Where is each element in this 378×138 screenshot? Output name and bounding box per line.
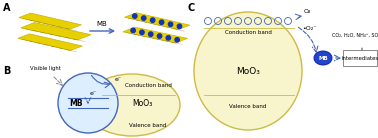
Text: Conduction band: Conduction band	[225, 30, 271, 35]
Circle shape	[160, 20, 164, 24]
Circle shape	[177, 24, 182, 29]
Text: e⁻: e⁻	[115, 77, 122, 82]
Text: MB: MB	[318, 55, 328, 60]
Text: e⁻: e⁻	[90, 91, 97, 96]
Circle shape	[58, 73, 118, 133]
Text: A: A	[3, 3, 11, 13]
Text: CO₂, H₂O, NH₄⁺, SO₄²⁻: CO₂, H₂O, NH₄⁺, SO₄²⁻	[332, 33, 378, 38]
Circle shape	[133, 14, 137, 18]
Polygon shape	[18, 34, 82, 51]
Circle shape	[150, 18, 155, 22]
Text: B: B	[3, 66, 10, 76]
Text: Valence band: Valence band	[229, 104, 267, 108]
Circle shape	[140, 30, 144, 34]
Text: MoO₃: MoO₃	[236, 67, 260, 75]
Polygon shape	[19, 13, 81, 29]
Text: •O₂⁻: •O₂⁻	[302, 26, 316, 31]
Polygon shape	[21, 22, 91, 40]
Text: O₂: O₂	[304, 9, 311, 14]
Text: Intermediates: Intermediates	[341, 55, 378, 60]
Circle shape	[131, 28, 135, 33]
Ellipse shape	[314, 51, 332, 65]
Polygon shape	[123, 27, 187, 43]
Circle shape	[149, 32, 153, 36]
Ellipse shape	[84, 74, 180, 136]
Circle shape	[141, 16, 146, 20]
FancyBboxPatch shape	[343, 50, 377, 66]
Text: MoO₃: MoO₃	[132, 99, 152, 108]
Text: MB: MB	[69, 99, 83, 108]
Text: Valence band: Valence band	[129, 123, 167, 128]
Polygon shape	[124, 13, 190, 30]
Text: Visible light: Visible light	[30, 66, 61, 71]
Ellipse shape	[194, 12, 302, 130]
Text: C: C	[188, 3, 195, 13]
Circle shape	[157, 34, 162, 38]
Circle shape	[166, 36, 170, 40]
Text: Conduction band: Conduction band	[125, 83, 172, 88]
Text: MB: MB	[97, 21, 107, 27]
Circle shape	[168, 22, 173, 26]
Circle shape	[175, 38, 179, 42]
